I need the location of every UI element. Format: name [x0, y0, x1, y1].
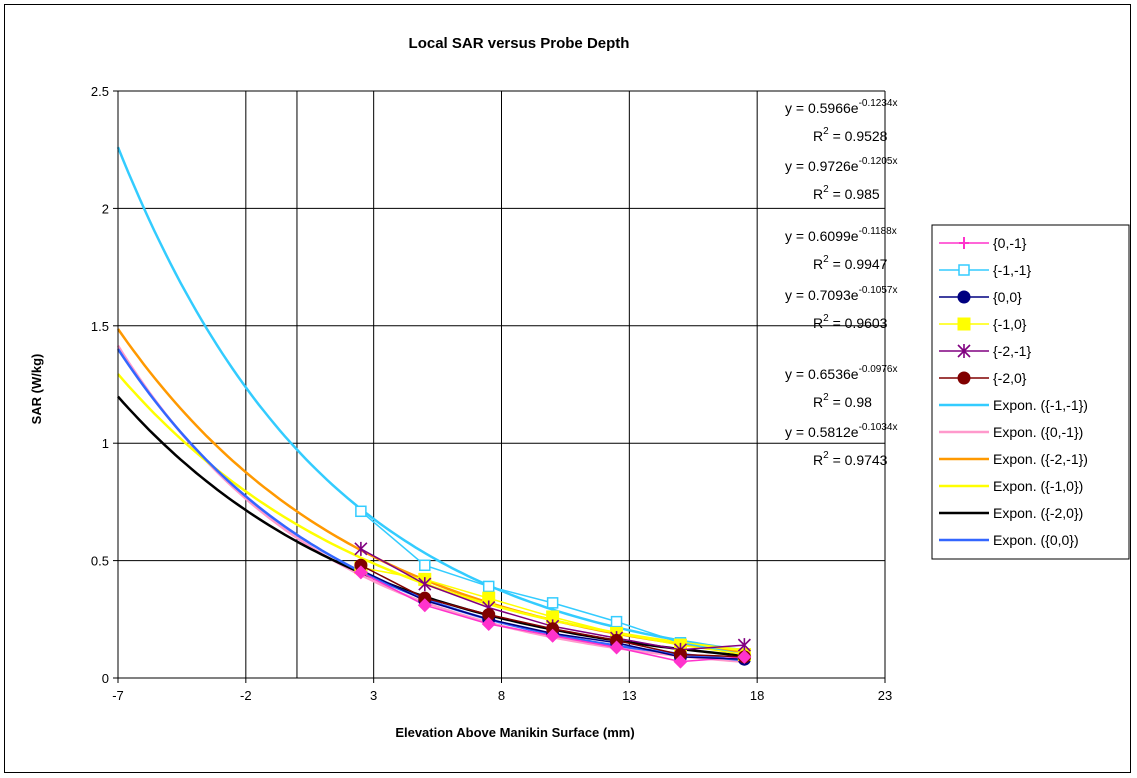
x-tick-label-1: -2: [240, 688, 252, 703]
legend-entry-9: Expon. ({-1,0}): [939, 478, 1083, 494]
legend-entry-11: Expon. ({0,0}): [939, 532, 1079, 548]
legend-label-8: Expon. ({-2,-1}): [993, 451, 1088, 467]
x-tick-label-6: 23: [878, 688, 892, 703]
point-s4-0: [354, 541, 368, 556]
r2-superscript-0: 2: [823, 126, 829, 137]
point-s1-4: [610, 615, 623, 628]
point-s1-1: [419, 559, 431, 572]
point-diamond-1: [417, 598, 432, 613]
point-diamond-6: [737, 649, 752, 664]
x-tick-label-0: -7: [112, 688, 124, 703]
point-diamond-4: [609, 640, 624, 655]
legend-entry-1: {-1,-1}: [939, 262, 1031, 278]
equation-exponent-5: -0.1034x: [859, 422, 898, 433]
r2-value-5: = 0.9743: [829, 452, 888, 468]
legend-entry-5: {-2,0}: [939, 370, 1027, 386]
r2-text-3: R2 = 0.9603: [813, 313, 888, 331]
x-tick-label-5: 18: [750, 688, 764, 703]
equation-exponent-1: -0.1205x: [859, 156, 898, 167]
tick-labels: 0 0.5 1 1.5 2 2.5 -7 -2 3 8 13 18 23: [91, 84, 892, 703]
r2-value-3: = 0.9603: [829, 315, 888, 331]
legend-label-6: Expon. ({-1,-1}): [993, 397, 1088, 413]
legend-entry-3: {-1,0}: [939, 316, 1027, 332]
legend-box: [931, 224, 1130, 560]
r2-value-4: = 0.98: [829, 394, 872, 410]
legend-entry-2: {0,0}: [939, 289, 1022, 305]
point-s4-1: [418, 577, 432, 592]
y-tick-label-1: 0.5: [91, 554, 109, 569]
x-axis-label: Elevation Above Manikin Surface (mm): [395, 725, 634, 740]
y-axis-label: SAR (W/kg): [29, 354, 44, 425]
y-tick-label-0: 0: [102, 671, 109, 686]
legend-entry-0: {0,-1}: [939, 235, 1027, 251]
point-s1-0: [355, 505, 367, 518]
legend-marker-2: [957, 290, 971, 304]
legend-label-5: {-2,0}: [993, 370, 1027, 386]
r2-value-1: = 0.985: [829, 186, 880, 202]
legend-label-10: Expon. ({-2,0}): [993, 505, 1083, 521]
point-s1-3: [546, 597, 559, 609]
legend-label-2: {0,0}: [993, 289, 1022, 305]
equation-exponent-0: -0.1234x: [859, 98, 898, 109]
y-tick-label-5: 2.5: [91, 84, 109, 99]
x-tick-label-3: 8: [498, 688, 505, 703]
legend-marker-1: [958, 264, 970, 276]
r2-superscript-5: 2: [823, 450, 829, 461]
x-tick-label-4: 13: [622, 688, 636, 703]
legend-label-9: Expon. ({-1,0}): [993, 478, 1083, 494]
legend-marker-4: [957, 344, 971, 358]
legend-entry-7: Expon. ({0,-1}): [939, 424, 1083, 440]
r2-superscript-4: 2: [823, 392, 829, 403]
legend-label-1: {-1,-1}: [993, 262, 1031, 278]
point-diamond-0: [353, 565, 368, 580]
r2-superscript-3: 2: [823, 313, 829, 324]
axes: [113, 90, 886, 683]
equation-exponent-3: -0.1057x: [859, 285, 898, 296]
data-markers: [353, 505, 752, 669]
point-diamond-2: [481, 616, 496, 631]
equation-exponent-4: -0.0976x: [859, 364, 898, 375]
legend-label-11: Expon. ({0,0}): [993, 532, 1079, 548]
point-diamond-3: [545, 628, 560, 643]
point-s1-2: [482, 580, 495, 593]
legend-label-0: {0,-1}: [993, 235, 1027, 251]
trendline-0: [116, 146, 745, 652]
equation-exponent-2: -0.1188x: [859, 226, 897, 237]
r2-text-5: R2 = 0.9743: [813, 450, 888, 468]
chart-svg: Local SAR versus Probe Depth 0 0.5 1 1.5 2 2.…: [29, 35, 1130, 740]
legend-entry-8: Expon. ({-2,-1}): [939, 451, 1088, 467]
point-diamond-5: [673, 654, 688, 669]
legend-entry-10: Expon. ({-2,0}): [939, 505, 1083, 521]
r2-text-1: R2 = 0.985: [813, 184, 880, 202]
legend-marker-0: [959, 237, 969, 249]
r2-value-0: = 0.9528: [829, 128, 888, 144]
r2-superscript-2: 2: [823, 254, 829, 265]
y-tick-label-3: 1.5: [91, 319, 109, 334]
legend-marker-5: [957, 371, 971, 385]
y-tick-label-4: 2: [102, 201, 109, 216]
legend-marker-3: [957, 317, 971, 331]
r2-text-4: R2 = 0.98: [813, 392, 872, 410]
y-tick-label-2: 1: [102, 436, 109, 451]
r2-value-2: = 0.9947: [829, 256, 888, 272]
chart-title: Local SAR versus Probe Depth: [409, 35, 630, 52]
r2-text-2: R2 = 0.9947: [813, 254, 888, 272]
legend: {0,-1} {-1,-1} {0,0} {-1,0} {-2,-1} {-2,0} Exp…: [931, 224, 1130, 560]
r2-superscript-1: 2: [823, 184, 829, 195]
legend-label-3: {-1,0}: [993, 316, 1027, 332]
point-s4-6: [737, 638, 751, 653]
legend-entry-4: {-2,-1}: [939, 343, 1031, 359]
legend-entry-6: Expon. ({-1,-1}): [939, 397, 1088, 413]
r2-text-0: R2 = 0.9528: [813, 126, 888, 144]
chart-frame: Local SAR versus Probe Depth 0 0.5 1 1.5 2 2.…: [4, 4, 1131, 773]
legend-label-7: Expon. ({0,-1}): [993, 424, 1083, 440]
x-tick-label-2: 3: [370, 688, 377, 703]
legend-label-4: {-2,-1}: [993, 343, 1031, 359]
